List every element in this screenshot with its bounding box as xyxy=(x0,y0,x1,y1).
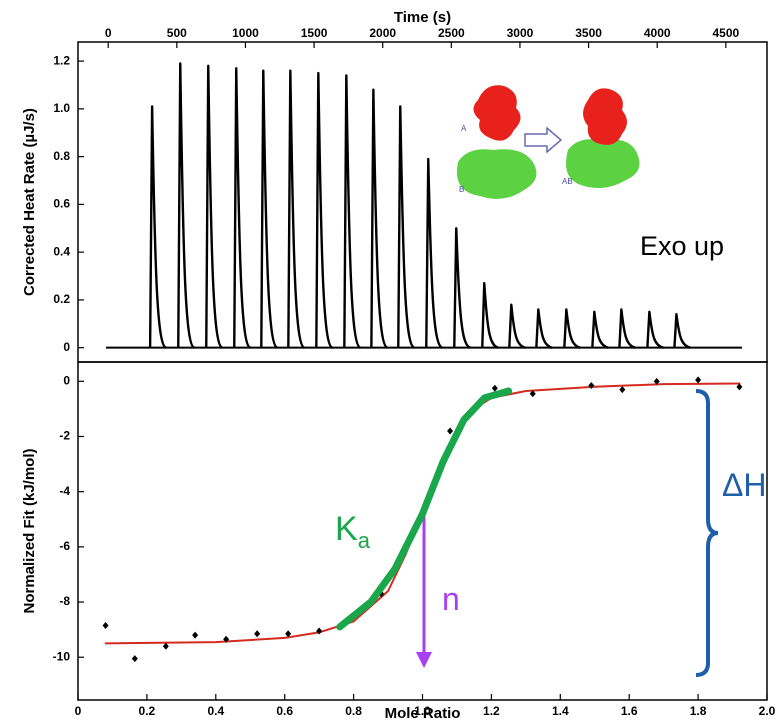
x-tick-label: 4000 xyxy=(644,26,671,40)
peak xyxy=(453,227,471,349)
x-tick-label: 0.8 xyxy=(345,704,362,718)
dh-label: ΔH xyxy=(722,467,766,503)
peak xyxy=(343,74,362,349)
data-point xyxy=(529,390,536,398)
x-tick-label: 1500 xyxy=(301,26,328,40)
data-point xyxy=(695,376,702,384)
peak xyxy=(563,308,581,349)
data-point xyxy=(192,631,199,639)
peak xyxy=(260,69,279,349)
x-tick-label: 0 xyxy=(105,26,112,40)
x-tick-label: 1000 xyxy=(232,26,259,40)
data-point xyxy=(162,642,169,650)
y-axis-title: Corrected Heat Rate (µJ/s) xyxy=(21,108,38,296)
x-tick-label: 1.4 xyxy=(552,704,569,718)
peak xyxy=(315,71,334,349)
y-tick-label: -6 xyxy=(59,539,70,553)
ka-label: Ka xyxy=(335,510,371,553)
peak xyxy=(233,67,251,349)
data-point xyxy=(131,655,138,663)
x-tick-label: 1.6 xyxy=(621,704,638,718)
protein-b xyxy=(456,149,537,199)
peak xyxy=(177,62,195,349)
data-point xyxy=(254,630,261,638)
x-tick-label: 0.2 xyxy=(139,704,156,718)
peak xyxy=(397,105,415,349)
y-tick-label: 0.6 xyxy=(53,197,70,211)
ka-label-main: K xyxy=(335,510,358,548)
data-point xyxy=(316,627,323,635)
data-point xyxy=(223,635,230,643)
x-tick-label: 1.2 xyxy=(483,704,500,718)
protein-a xyxy=(473,85,521,141)
y-tick-label: 0 xyxy=(63,340,70,354)
data-point xyxy=(619,386,626,394)
x-tick-label: 3500 xyxy=(575,26,602,40)
peak xyxy=(618,308,636,349)
y-tick-label: 0.8 xyxy=(53,149,70,163)
data-point xyxy=(285,630,292,638)
peak xyxy=(508,303,526,349)
y-tick-label: 1.2 xyxy=(53,53,70,67)
x-axis-title: Mole Ratio xyxy=(385,705,461,722)
n-label: n xyxy=(442,581,460,617)
annotation: Exo up xyxy=(640,231,724,261)
y-tick-label: -8 xyxy=(59,594,70,608)
ka-label-sub: a xyxy=(358,528,371,553)
y-tick-label: 1.0 xyxy=(53,101,70,115)
peak xyxy=(287,69,306,349)
y-tick-label: -10 xyxy=(53,649,71,663)
ka-fit-line xyxy=(336,387,513,631)
peak xyxy=(591,310,609,349)
x-tick-label: 4500 xyxy=(712,26,739,40)
arrow xyxy=(524,126,563,154)
x-tick-label: 2500 xyxy=(438,26,465,40)
x-axis-title: Time (s) xyxy=(394,9,451,26)
data-point xyxy=(653,377,660,385)
x-tick-label: 2000 xyxy=(369,26,396,40)
y-tick-label: 0 xyxy=(63,373,70,387)
inset-label: B xyxy=(459,185,464,194)
peak xyxy=(148,105,167,349)
data-point xyxy=(447,427,454,435)
peak xyxy=(535,308,553,349)
data-point xyxy=(736,383,743,391)
y-axis-title: Normalized Fit (kJ/mol) xyxy=(21,448,38,613)
dh-brace xyxy=(695,389,719,677)
peak xyxy=(481,281,499,349)
x-tick-label: 0 xyxy=(75,704,82,718)
n-arrowhead xyxy=(416,652,432,668)
y-tick-label: 0.2 xyxy=(53,292,70,306)
y-tick-label: 0.4 xyxy=(53,244,70,258)
inset: A B AB xyxy=(456,85,640,199)
y-tick-label: -2 xyxy=(59,429,70,443)
inset-label: AB xyxy=(562,177,573,186)
peak xyxy=(425,157,443,349)
data-point xyxy=(491,384,498,392)
peak xyxy=(646,310,664,349)
data-point xyxy=(588,381,595,389)
x-tick-label: 500 xyxy=(167,26,187,40)
x-tick-label: 3000 xyxy=(507,26,534,40)
peak xyxy=(205,64,223,349)
x-tick-label: 2.0 xyxy=(759,704,776,718)
data-point xyxy=(102,622,109,630)
protein-b xyxy=(566,139,640,188)
inset-label: A xyxy=(461,124,467,133)
peak xyxy=(370,88,389,349)
protein-a xyxy=(583,88,627,145)
x-tick-label: 0.6 xyxy=(276,704,293,718)
x-tick-label: 0.4 xyxy=(207,704,224,718)
peak xyxy=(673,313,691,349)
y-tick-label: -4 xyxy=(59,484,70,498)
x-tick-label: 1.8 xyxy=(690,704,707,718)
x-tick-label: 1.0 xyxy=(414,704,431,718)
